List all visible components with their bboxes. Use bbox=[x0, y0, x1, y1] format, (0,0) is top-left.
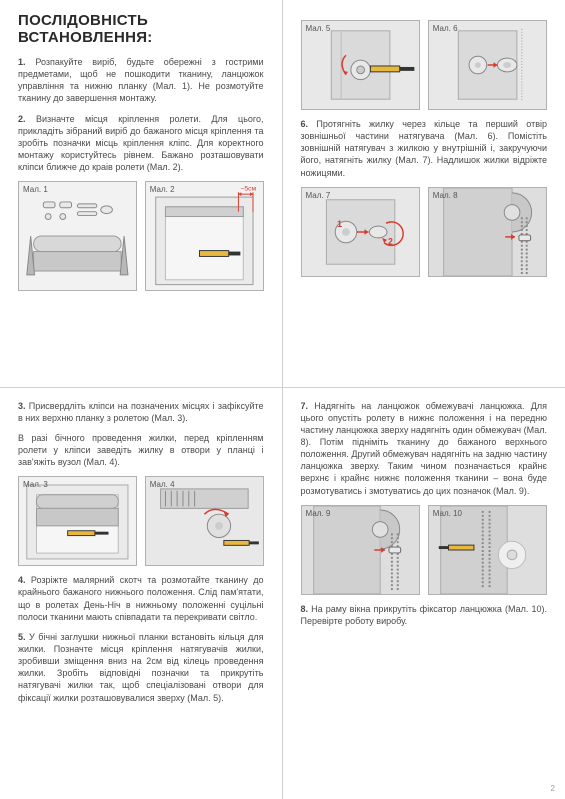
step-1-body: Розпакуйте виріб, будьте обережні з гост… bbox=[18, 57, 264, 103]
figure-4-label: Мал. 4 bbox=[150, 480, 175, 489]
figure-row-3-4: Мал. 3 Мал. 4 bbox=[18, 476, 264, 566]
figure-7: Мал. 7 1 2 bbox=[301, 187, 420, 277]
quadrant-bottom-left: 3. Присвердліть кліпси на позначених міс… bbox=[0, 388, 283, 799]
step-5-body: У бічні заглушки нижньої планки встанові… bbox=[18, 632, 264, 703]
figure-8-illustration bbox=[429, 188, 546, 276]
figure-6-illustration bbox=[429, 21, 546, 109]
figure-row-7-8: Мал. 7 1 2 Мал. 8 bbox=[301, 187, 548, 277]
step-6-text: 6. Протягніть жилку через кільце та перш… bbox=[301, 118, 548, 179]
step-8-text: 8. На раму вікна прикрутіть фіксатор лан… bbox=[301, 603, 548, 627]
figure-3-illustration bbox=[19, 477, 136, 565]
figure-5-illustration bbox=[302, 21, 419, 109]
step-2-text: 2. Визначте місця кріплення ролети. Для … bbox=[18, 113, 264, 174]
figure-6-label: Мал. 6 bbox=[433, 24, 458, 33]
figure-2: Мал. 2 ~5см bbox=[145, 181, 264, 291]
figure-3-label: Мал. 3 bbox=[23, 480, 48, 489]
step-1-text: 1. Розпакуйте виріб, будьте обережні з г… bbox=[18, 56, 264, 105]
step-3b-text: В разі бічного проведення жилки, перед к… bbox=[18, 432, 264, 468]
figure-10-illustration bbox=[429, 506, 546, 594]
figure-6: Мал. 6 bbox=[428, 20, 547, 110]
step-7-text: 7. Надягніть на ланцюжок обмежувачі ланц… bbox=[301, 400, 548, 497]
step-8-body: На раму вікна прикрутіть фіксатор ланцюж… bbox=[301, 604, 547, 626]
step-2-body: Визначте місця кріплення ролети. Для цьо… bbox=[18, 114, 264, 173]
figure-7-label: Мал. 7 bbox=[306, 191, 331, 200]
dist-annotation: ~5см bbox=[240, 186, 256, 193]
figure-8: Мал. 8 bbox=[428, 187, 547, 277]
figure-4: Мал. 4 bbox=[145, 476, 264, 566]
figure-5: Мал. 5 bbox=[301, 20, 420, 110]
quadrant-top-left: ПОСЛІДОВНІСТЬ ВСТАНОВЛЕННЯ: 1. Розпакуйт… bbox=[0, 0, 283, 388]
figure-3: Мал. 3 bbox=[18, 476, 137, 566]
figure-8-label: Мал. 8 bbox=[433, 191, 458, 200]
figure-10-label: Мал. 10 bbox=[433, 509, 462, 518]
step-7-body: Надягніть на ланцюжок обмежувачі ланцюжк… bbox=[301, 401, 548, 496]
step-4-body: Розріжте малярний скотч та розмотайте тк… bbox=[18, 575, 264, 621]
figure-1-label: Мал. 1 bbox=[23, 185, 48, 194]
step-4-text: 4. Розріжте малярний скотч та розмотайте… bbox=[18, 574, 264, 623]
figure-1-illustration bbox=[19, 182, 136, 290]
page-title: ПОСЛІДОВНІСТЬ ВСТАНОВЛЕННЯ: bbox=[18, 12, 264, 46]
quadrant-bottom-right: 7. Надягніть на ланцюжок обмежувачі ланц… bbox=[283, 388, 565, 799]
step-5-text: 5. У бічні заглушки нижньої планки встан… bbox=[18, 631, 264, 704]
figure-4-illustration bbox=[146, 477, 263, 565]
figure-row-9-10: Мал. 9 Мал. 10 bbox=[301, 505, 548, 595]
figure-7-illustration: 1 2 bbox=[302, 188, 419, 276]
figure-9-label: Мал. 9 bbox=[306, 509, 331, 518]
figure-2-label: Мал. 2 bbox=[150, 185, 175, 194]
step-6-body: Протягніть жилку через кільце та перший … bbox=[301, 119, 548, 178]
figure-row-5-6: Мал. 5 Мал. 6 bbox=[301, 20, 548, 110]
figure-5-label: Мал. 5 bbox=[306, 24, 331, 33]
figure-9: Мал. 9 bbox=[301, 505, 420, 595]
step-3a-body: Присвердліть кліпси на позначених місцях… bbox=[18, 401, 264, 423]
figure-row-1-2: Мал. 1 bbox=[18, 181, 264, 291]
figure-1: Мал. 1 bbox=[18, 181, 137, 291]
figure-9-illustration bbox=[302, 506, 419, 594]
figure-2-illustration: ~5см bbox=[146, 182, 263, 290]
svg-text:1: 1 bbox=[337, 219, 342, 229]
step-3-text: 3. Присвердліть кліпси на позначених міс… bbox=[18, 400, 264, 424]
figure-10: Мал. 10 bbox=[428, 505, 547, 595]
page-number: 2 bbox=[551, 784, 555, 793]
quadrant-top-right: Мал. 5 Мал. 6 bbox=[283, 0, 565, 388]
